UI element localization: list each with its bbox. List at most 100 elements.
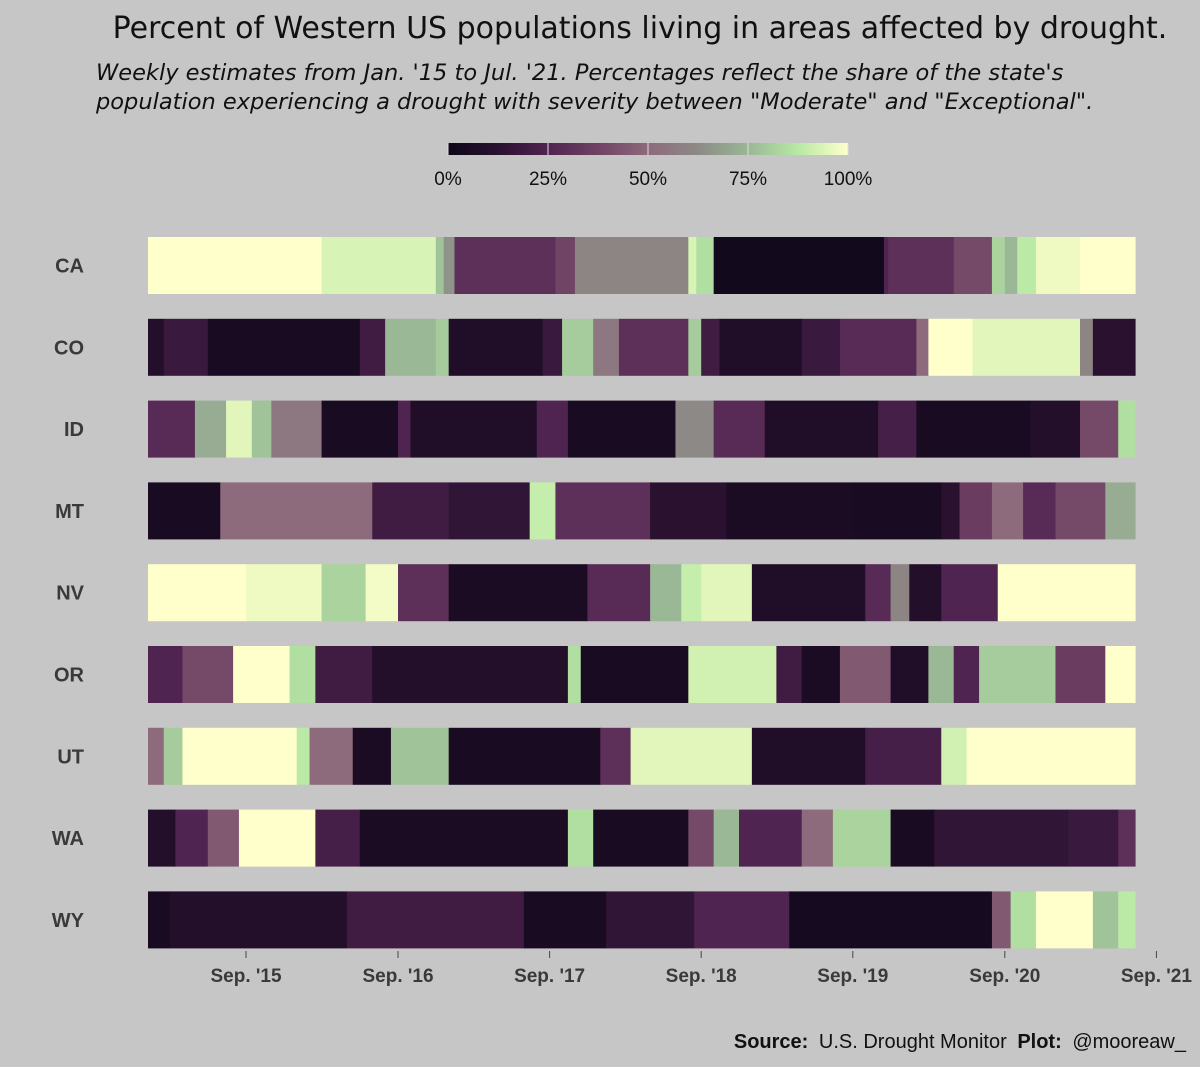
heatmap-cell (865, 564, 892, 622)
heatmap-cell (916, 400, 1031, 458)
heatmap-cell (372, 646, 569, 703)
heatmap-cell (207, 318, 361, 376)
heatmap-cell (220, 482, 373, 540)
heatmap-cell (163, 727, 184, 785)
heatmap-cell (1035, 891, 1094, 949)
heatmap-cell (696, 237, 715, 294)
heatmap-cell (148, 318, 165, 376)
heatmap-cell (448, 564, 589, 622)
heatmap-cell (536, 400, 569, 458)
heatmap-cell (1004, 237, 1018, 294)
heatmap-cell (163, 318, 209, 376)
heatmap-cell (801, 809, 834, 867)
heatmap-cell (726, 482, 854, 540)
heatmap-cell (435, 318, 450, 376)
heatmap-cell (719, 318, 803, 376)
heatmap-cell (365, 564, 399, 622)
heatmap-cell (1055, 482, 1106, 540)
heatmap-cell (713, 809, 740, 867)
heatmap-cell (916, 318, 929, 376)
heatmap-cell (852, 482, 942, 540)
heatmap-cell (567, 400, 677, 458)
row-co: CO (54, 318, 1136, 376)
source-caption: Source: U.S. Drought Monitor Plot: @moor… (734, 1031, 1187, 1053)
heatmap-cell (928, 646, 955, 703)
plot-text: @mooreaw_ (1072, 1031, 1187, 1053)
heatmap-cell (448, 727, 601, 785)
heatmap-cell (991, 891, 1012, 949)
heatmap-cell (233, 646, 291, 703)
heatmap-cell (941, 564, 999, 622)
row-or: OR (54, 646, 1136, 703)
heatmap-cell (972, 318, 1081, 376)
heatmap-cell (832, 809, 892, 867)
heatmap-cell (688, 646, 777, 703)
heatmap-cell (776, 646, 803, 703)
heatmap-cell (1118, 891, 1136, 949)
heatmap-cell (738, 809, 803, 867)
heatmap-cell (148, 646, 184, 703)
heatmap-cell (681, 564, 702, 622)
heatmap-cell (372, 482, 450, 540)
heatmap-cell (454, 237, 557, 294)
legend-tick-label: 100% (824, 169, 873, 190)
row-ca: CA (55, 237, 1136, 294)
x-tick-label: Sep. '15 (210, 966, 281, 987)
legend-tick-label: 50% (629, 169, 667, 190)
heatmap-cell (148, 809, 176, 867)
heatmap-cell (346, 891, 525, 949)
heatmap-cell (1105, 646, 1136, 703)
heatmap-cell (448, 318, 544, 376)
heatmap-cell (618, 318, 689, 376)
heatmap-cell (1023, 482, 1057, 540)
row-label: ID (64, 419, 84, 441)
heatmap-cell (148, 564, 247, 622)
chart-subtitle-line-1: Weekly estimates from Jan. '15 to Jul. '… (96, 60, 1064, 86)
heatmap-cell (694, 891, 790, 949)
row-id: ID (64, 400, 1136, 458)
heatmap-cell (359, 809, 569, 867)
heatmap-cell (226, 400, 253, 458)
row-ut: UT (57, 727, 1136, 785)
x-tick-label: Sep. '18 (666, 966, 737, 987)
row-label: MT (55, 501, 84, 523)
source-label: Source: (734, 1031, 808, 1053)
heatmap-cell (953, 646, 980, 703)
row-wa: WA (52, 809, 1136, 867)
heatmap-cell (934, 809, 1069, 867)
heatmap-cell (713, 237, 885, 294)
row-label: UT (57, 746, 84, 768)
source-text: U.S. Drought Monitor (819, 1031, 1007, 1053)
row-label: NV (56, 583, 84, 605)
x-axis: Sep. '15 Sep. '16 Sep. '17 Sep. '18 Sep. '19… (210, 951, 1192, 987)
heatmap-cell (600, 727, 632, 785)
plot-label: Plot: (1017, 1031, 1061, 1053)
heatmap-cell (751, 727, 866, 785)
heatmap-cell (359, 318, 386, 376)
heatmap-cell (246, 564, 323, 622)
heatmap-cell (1030, 400, 1081, 458)
heatmap-cell (1017, 237, 1037, 294)
heatmap-cell (839, 318, 917, 376)
heatmap-cell (529, 482, 557, 540)
heatmap-cell (928, 318, 974, 376)
row-label: CA (55, 256, 84, 278)
x-tick-label: Sep. '17 (514, 966, 585, 987)
heatmap-cell (238, 809, 316, 867)
heatmap-cell (991, 237, 1006, 294)
heatmap-cell (1079, 400, 1119, 458)
heatmap-cell (650, 564, 682, 622)
heatmap-cell (398, 564, 450, 622)
heatmap-cell (315, 646, 373, 703)
heatmap-cell (175, 809, 209, 867)
heatmap-cell (148, 482, 221, 540)
x-tick-label: Sep. '21 (1121, 966, 1192, 987)
heatmap-cell (315, 809, 361, 867)
heatmap-cell (997, 564, 1136, 622)
heatmap-cell (567, 646, 582, 703)
heatmap-cell (1092, 891, 1119, 949)
row-nv: NV (56, 564, 1136, 622)
heatmap-cell (789, 891, 993, 949)
heatmap-cell (587, 564, 651, 622)
heatmap-cell (751, 564, 866, 622)
